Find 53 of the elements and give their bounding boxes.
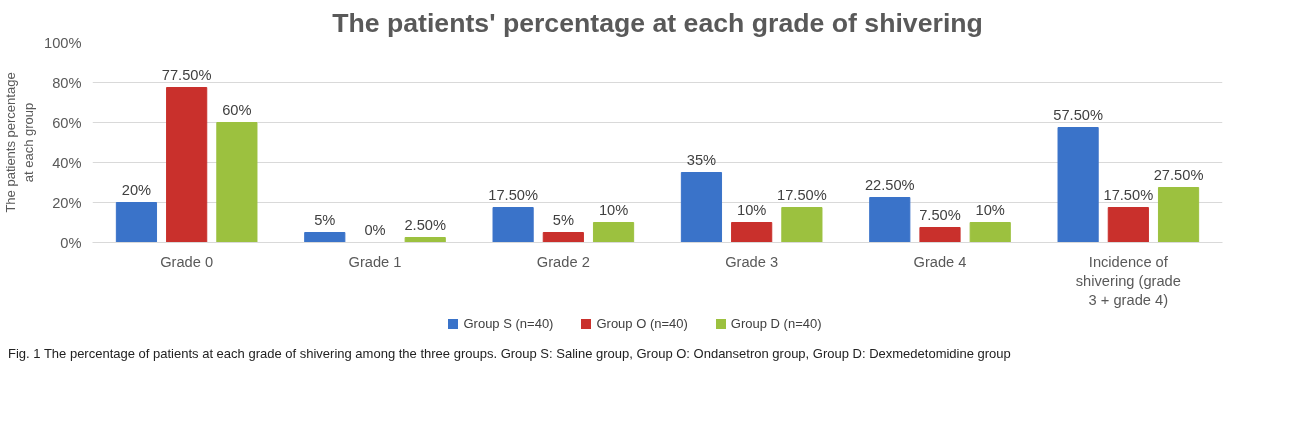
- data-label: 17.50%: [1103, 186, 1154, 203]
- data-label: 7.50%: [919, 206, 961, 223]
- data-label: 5%: [552, 211, 574, 228]
- y-tick-label: 60%: [52, 114, 82, 131]
- data-label: 77.50%: [161, 66, 212, 83]
- x-tick-label: Incidence of shivering (grade 3 + grade 4): [1075, 253, 1181, 308]
- chart-title: The patients' percentage at each grade of shivering: [332, 7, 983, 38]
- x-tick-label: Grade 2: [536, 253, 590, 270]
- data-label: 20%: [121, 181, 152, 198]
- bar: [492, 207, 534, 243]
- x-tick-label: Grade 4: [913, 253, 967, 270]
- bar: [1157, 187, 1200, 243]
- data-label: 10%: [737, 201, 767, 218]
- y-tick-label: 80%: [52, 74, 82, 91]
- y-tick-label: 20%: [52, 194, 82, 211]
- x-tick-label: Grade 0: [160, 253, 214, 270]
- bar: [166, 87, 208, 243]
- data-label: 10%: [598, 201, 629, 218]
- bar: [115, 202, 158, 243]
- bar: [919, 227, 961, 243]
- data-label: 0%: [364, 221, 386, 238]
- data-label: 22.50%: [864, 176, 915, 193]
- bar: [1057, 127, 1099, 243]
- data-label: 27.50%: [1153, 166, 1204, 183]
- bar: [869, 197, 911, 243]
- y-axis-title: The patients percentage at each group: [3, 72, 37, 213]
- data-label: 10%: [975, 201, 1005, 218]
- caption: Fig. 1 The percentage of patients at each grade of shivering among the three groups. Group S: Saline group, Group O: Ondansetron group, Group D: Dexmedetomidine group: [8, 344, 1011, 363]
- y-tick-label: 100%: [44, 34, 82, 51]
- bar: [404, 237, 446, 243]
- data-label: 17.50%: [777, 186, 827, 203]
- bar: [731, 222, 773, 243]
- bar: [216, 122, 258, 243]
- legend-label: Group S (n=40): [462, 315, 554, 333]
- data-label: 35%: [686, 151, 717, 168]
- data-label: 57.50%: [1053, 106, 1103, 123]
- bar: [781, 207, 823, 243]
- y-tick-label: 40%: [52, 154, 82, 171]
- data-label: 17.50%: [488, 186, 538, 203]
- data-label: 2.50%: [404, 216, 447, 233]
- legend-label: Group D (n=40): [729, 315, 822, 333]
- bar: [542, 232, 584, 243]
- data-label: 60%: [222, 101, 252, 118]
- bar: [680, 172, 723, 243]
- x-tick-label: Grade 3: [725, 253, 779, 270]
- legend-label: Group O (n=40): [595, 315, 688, 333]
- x-tick-label: Grade 1: [348, 253, 402, 270]
- bar: [1107, 207, 1149, 243]
- bar: [304, 232, 346, 243]
- bar: [592, 222, 635, 243]
- data-label: 5%: [314, 211, 336, 228]
- bar: [969, 222, 1011, 243]
- y-tick-label: 0%: [60, 234, 82, 251]
